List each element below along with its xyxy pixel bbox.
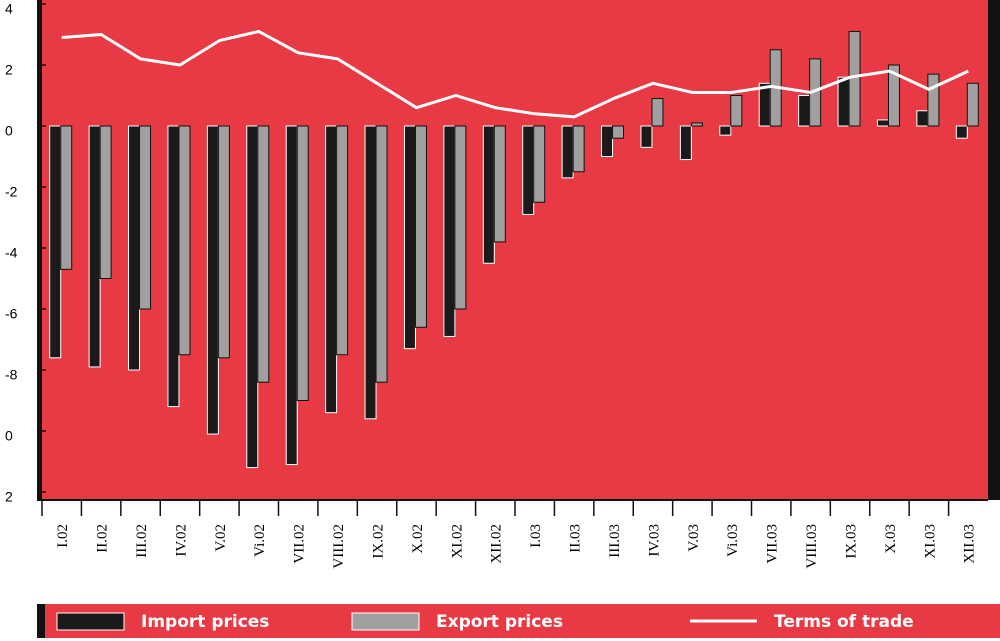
bar [336, 125, 349, 356]
bar [612, 125, 625, 139]
bar [651, 98, 664, 127]
legend-label: Terms of trade [774, 612, 914, 632]
bar [60, 125, 73, 270]
bar [927, 73, 940, 127]
bar [296, 125, 309, 401]
bar [679, 125, 692, 161]
bar [876, 119, 889, 127]
bar [916, 110, 929, 127]
x-tick-label: IV.03 [646, 524, 662, 557]
left-strip [37, 0, 42, 500]
x-tick-label: VII.03 [765, 524, 781, 564]
bar [49, 125, 62, 359]
x-tick-label: X.02 [410, 524, 426, 554]
bar [482, 125, 495, 264]
bar [246, 125, 259, 469]
bar [966, 82, 979, 127]
bar [167, 125, 180, 408]
bar [730, 95, 743, 127]
x-tick-label: II.02 [95, 524, 111, 553]
y-tick-label: 0 [5, 428, 13, 444]
x-tick-label: IV.02 [173, 524, 189, 557]
legend-strip [37, 604, 45, 638]
bar [139, 125, 152, 310]
bar [640, 125, 653, 148]
y-tick-label: 2 [5, 62, 13, 78]
bar [403, 125, 416, 350]
x-tick-label: XII.02 [489, 524, 505, 564]
bar [522, 125, 535, 215]
right-strip [988, 0, 1000, 500]
legend-swatch [56, 612, 125, 631]
x-tick-label: V.03 [686, 524, 702, 552]
legend-label: Import prices [141, 612, 269, 632]
bar [887, 64, 900, 127]
y-tick-label: 2 [5, 489, 13, 505]
x-tick-label: II.03 [568, 524, 584, 553]
bar [493, 125, 506, 243]
x-tick-label: I.03 [528, 524, 544, 548]
bar [837, 76, 850, 127]
x-tick-label: VII.02 [292, 524, 308, 564]
bar [758, 82, 771, 127]
bar [572, 125, 585, 173]
bar [533, 125, 546, 203]
y-tick-label: -4 [5, 245, 18, 261]
y-tick-label: -8 [5, 367, 18, 383]
x-tick-label: XI.03 [922, 524, 938, 559]
y-tick-label: 4 [5, 1, 13, 17]
x-tick-label: IX.03 [843, 524, 859, 559]
bar [178, 125, 191, 356]
bar [375, 125, 388, 383]
x-tick-label: III.02 [134, 524, 150, 558]
bar [719, 125, 732, 136]
y-tick-label: -2 [5, 184, 18, 200]
line-series [61, 29, 969, 119]
bar [443, 125, 456, 337]
x-tick-label: X.03 [883, 524, 899, 554]
bar [454, 125, 467, 310]
legend-label: Export prices [436, 612, 563, 632]
bar [798, 95, 811, 127]
legend-background [37, 604, 1000, 638]
x-tick-label: VIII.03 [804, 524, 820, 569]
x-tick-label: IX.02 [370, 524, 386, 559]
x-tick-label: Vi.02 [252, 524, 268, 557]
bar [325, 125, 338, 414]
bar [257, 125, 270, 383]
bar [99, 125, 112, 279]
bar [285, 125, 298, 466]
x-tick-label: XII.03 [962, 524, 978, 564]
x-tick-label: Vi.03 [725, 524, 741, 557]
bar [414, 125, 427, 328]
y-tick-label: -6 [5, 306, 18, 322]
bar [561, 125, 574, 179]
bar [206, 125, 219, 435]
legend-swatch [351, 612, 420, 631]
x-tick-label: XI.02 [449, 524, 465, 559]
bar [128, 125, 141, 371]
bar [217, 125, 230, 359]
bar [848, 30, 861, 127]
y-tick-label: 0 [5, 123, 13, 139]
bar [601, 125, 614, 157]
x-tick-label: V.02 [213, 524, 229, 552]
bar [690, 122, 703, 127]
x-tick-label: VIII.02 [331, 524, 347, 569]
bar [88, 125, 101, 368]
bar [364, 125, 377, 420]
bar [955, 125, 968, 139]
x-tick-label: I.02 [55, 524, 71, 548]
x-tick-label: III.03 [607, 524, 623, 558]
